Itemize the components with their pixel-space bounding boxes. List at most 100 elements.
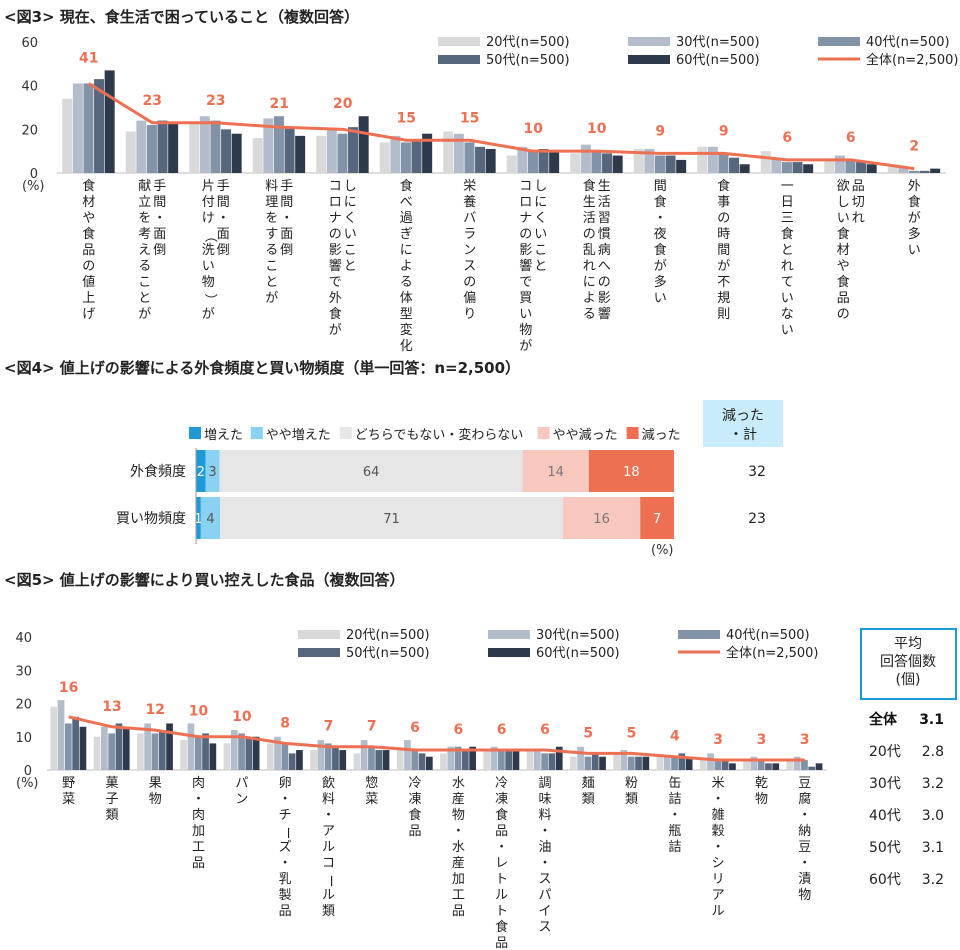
category-char: る bbox=[265, 243, 278, 258]
category-char: ・ bbox=[153, 211, 166, 226]
category-char: ア bbox=[322, 824, 335, 839]
category-char: ラ bbox=[463, 227, 476, 242]
average-row-value: 3.2 bbox=[922, 872, 944, 888]
category-char: 欲 bbox=[837, 178, 850, 194]
decrease-total-header-box bbox=[703, 400, 783, 447]
stacked-segment bbox=[562, 497, 641, 539]
bar bbox=[534, 750, 541, 770]
category-char: 間 bbox=[217, 195, 230, 210]
bar bbox=[274, 736, 281, 770]
category-char: こ bbox=[344, 243, 357, 258]
bar bbox=[288, 753, 296, 770]
bar bbox=[358, 116, 369, 173]
total-data-label: 4 bbox=[670, 729, 680, 745]
bar bbox=[555, 746, 563, 770]
bar bbox=[337, 133, 348, 173]
bar bbox=[665, 155, 676, 173]
category-char: 化 bbox=[400, 339, 413, 354]
y-tick-label: 0 bbox=[30, 167, 38, 182]
category-char: 食 bbox=[329, 306, 342, 322]
bar bbox=[462, 750, 469, 770]
segment-value: 7 bbox=[653, 512, 661, 527]
category-char: 食 bbox=[717, 178, 730, 194]
category-char: 手 bbox=[153, 179, 166, 194]
bar bbox=[57, 700, 65, 770]
category-label: 豆腐・納豆・漬物 bbox=[798, 776, 811, 903]
bar bbox=[580, 144, 591, 173]
bar bbox=[348, 127, 359, 173]
segment-value: 2 bbox=[197, 465, 205, 480]
category-char: 卵 bbox=[279, 776, 292, 791]
category-label: 卵・チーズ・乳製品 bbox=[279, 776, 295, 919]
total-data-label: 10 bbox=[587, 121, 607, 137]
y-tick-label: 40 bbox=[21, 80, 38, 95]
bar bbox=[743, 760, 750, 770]
total-data-label: 7 bbox=[324, 719, 334, 735]
category-char: ン bbox=[463, 243, 476, 258]
category-char: 品 bbox=[852, 179, 865, 194]
category-char: れ bbox=[583, 259, 596, 274]
bar bbox=[168, 122, 179, 173]
category-char: 片 bbox=[202, 179, 215, 194]
bar bbox=[146, 124, 157, 173]
y-tick-label: 10 bbox=[15, 731, 32, 746]
category-char: 夜 bbox=[654, 227, 667, 242]
category-char: 類 bbox=[322, 904, 335, 919]
category-char: べ bbox=[400, 195, 413, 210]
bar bbox=[263, 118, 274, 173]
category-char: 材 bbox=[82, 195, 95, 210]
category-char: い bbox=[837, 211, 850, 226]
category-char: 品 bbox=[192, 856, 205, 871]
category-char: コ bbox=[329, 179, 342, 194]
category-char: 響 bbox=[598, 306, 611, 322]
category-char: 缶 bbox=[668, 776, 681, 791]
bar bbox=[447, 746, 455, 770]
bar bbox=[469, 746, 476, 770]
category-char: が bbox=[329, 323, 342, 338]
bar bbox=[464, 142, 475, 173]
bar bbox=[834, 155, 845, 173]
total-data-label: 6 bbox=[410, 720, 420, 736]
category-char: と bbox=[344, 259, 357, 274]
category-char: に bbox=[583, 275, 596, 290]
y-tick-label: 0 bbox=[24, 764, 32, 779]
bar bbox=[94, 79, 105, 173]
bar bbox=[360, 740, 368, 770]
category-char: パ bbox=[538, 888, 551, 903]
total-line bbox=[87, 82, 915, 171]
average-box-header: (個) bbox=[896, 672, 921, 688]
segment-value: 18 bbox=[623, 465, 640, 480]
stacked-segment bbox=[220, 497, 563, 539]
unit-label: (%) bbox=[651, 543, 674, 558]
category-char: 凍 bbox=[409, 791, 422, 807]
bar bbox=[750, 756, 758, 770]
category-char: ス bbox=[538, 920, 551, 935]
total-data-label: 10 bbox=[189, 703, 209, 719]
bar bbox=[483, 750, 491, 770]
category-char: シ bbox=[712, 856, 725, 871]
total-data-label: 12 bbox=[146, 702, 165, 718]
category-char: の bbox=[82, 259, 95, 274]
category-char: 立 bbox=[138, 195, 151, 210]
total-data-label: 3 bbox=[800, 732, 810, 748]
total-data-label: 20 bbox=[333, 96, 353, 112]
category-char: け bbox=[202, 211, 215, 226]
row-label: 買い物頻度 bbox=[116, 511, 186, 527]
category-char: バ bbox=[463, 211, 476, 226]
category-char: 偏 bbox=[463, 291, 476, 306]
category-char: ・ bbox=[798, 856, 811, 871]
category-char: ト bbox=[495, 872, 508, 887]
bar bbox=[815, 763, 823, 770]
category-char: て bbox=[781, 275, 794, 290]
stacked-segment bbox=[196, 450, 206, 492]
category-char: 食 bbox=[82, 226, 95, 242]
legend-swatch bbox=[626, 427, 639, 439]
bar bbox=[453, 133, 464, 173]
segment-value: 1 bbox=[194, 512, 202, 527]
category-char: 果 bbox=[149, 776, 162, 791]
category-char: 漬 bbox=[798, 872, 811, 887]
